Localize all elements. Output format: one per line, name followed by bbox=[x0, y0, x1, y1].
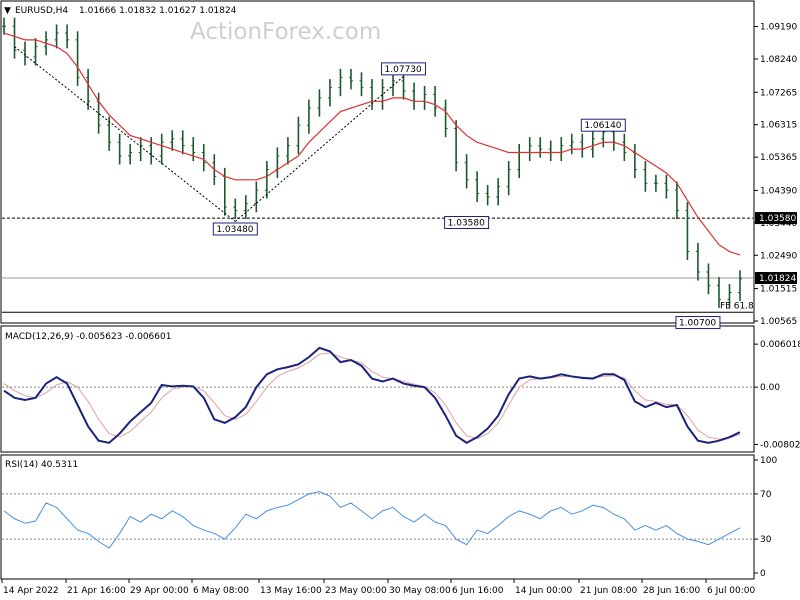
price-annotation-box bbox=[444, 216, 490, 230]
x-tick-label: 14 Jun 00:00 bbox=[515, 586, 572, 596]
macd-ytick-label: 0.00 bbox=[760, 383, 780, 393]
x-tick-label: 6 May 08:00 bbox=[193, 586, 249, 596]
trendline bbox=[14, 46, 236, 222]
main-ytick-label: 1.06315 bbox=[760, 121, 797, 131]
rsi-panel-frame bbox=[0, 454, 755, 580]
level-label-bg bbox=[755, 212, 797, 225]
x-tick-label: 28 Jun 16:00 bbox=[643, 586, 700, 596]
x-axis-group: 14 Apr 2022 21 Apr 16:00 29 Apr 00:00 6 May… bbox=[1, 579, 756, 596]
main-ytick-label: 1.01515 bbox=[760, 285, 797, 295]
macd-ytick-label: -0.00802 bbox=[760, 440, 800, 450]
rsi-ytick-label: 30 bbox=[760, 535, 772, 545]
level-label: 1.01824 bbox=[759, 274, 796, 284]
rsi-ytick-label: 100 bbox=[760, 456, 777, 466]
symbol-label: EURUSD,H4 bbox=[15, 6, 68, 16]
fe-annotation: FE 61.8 bbox=[720, 301, 754, 311]
symbol-arrow-icon[interactable]: ▼ bbox=[4, 6, 11, 16]
rsi-ytick-label: 0 bbox=[760, 569, 766, 579]
watermark: ActionForex.com bbox=[190, 19, 381, 45]
main-ytick-label: 1.08240 bbox=[760, 55, 797, 65]
price-annotation-label: 1.07730 bbox=[385, 65, 422, 75]
macd-series-group bbox=[2, 346, 753, 445]
x-tick-label: 23 May 00:00 bbox=[325, 586, 387, 596]
price-annotation-box bbox=[580, 118, 626, 132]
rsi-ytick-label: 70 bbox=[760, 490, 772, 500]
macd-ytick-label: 0.006018 bbox=[760, 340, 800, 350]
x-tick-label: 6 Jun 16:00 bbox=[452, 586, 504, 596]
price-annotation-box bbox=[381, 62, 427, 76]
macd-panel-frame bbox=[0, 325, 755, 453]
axes-group: 1.09190 1.08240 1.07265 1.06315 1.05365 1.043… bbox=[754, 23, 800, 579]
x-tick-label: 14 Apr 2022 bbox=[3, 586, 59, 596]
rsi-series-group bbox=[2, 491, 753, 549]
main-ytick-label: 1.00565 bbox=[760, 317, 797, 327]
level-label: 1.03580 bbox=[759, 214, 796, 224]
price-annotation-label: 1.00700 bbox=[679, 319, 716, 329]
level-label-bg bbox=[755, 272, 797, 285]
price-annotation-box bbox=[675, 316, 721, 330]
main-ytick-label: 1.05365 bbox=[760, 153, 797, 163]
main-panel-frame bbox=[0, 0, 755, 324]
macd-title: MACD(12,26,9) -0.005623 -0.006601 bbox=[5, 332, 171, 342]
x-tick-label: 21 Apr 16:00 bbox=[67, 586, 126, 596]
x-tick-label: 30 May 08:00 bbox=[389, 586, 451, 596]
price-annotation-label: 1.06140 bbox=[584, 121, 621, 131]
macd-line bbox=[3, 346, 741, 445]
rsi-title: RSI(14) 40.5311 bbox=[5, 460, 78, 470]
ohlc-label: 1.01666 1.01832 1.01627 1.01824 bbox=[79, 6, 237, 16]
x-tick-label: 13 May 16:00 bbox=[260, 586, 322, 596]
rsi-line bbox=[3, 491, 741, 549]
price-annotation-box bbox=[212, 222, 258, 236]
x-tick-label: 29 Apr 00:00 bbox=[130, 586, 189, 596]
main-ytick-label: 1.04390 bbox=[760, 186, 797, 196]
ema-line bbox=[3, 32, 741, 256]
price-annotation-label: 1.03580 bbox=[448, 219, 485, 229]
main-series-group: 1.03480 1.07730 1.03580 1.06140 1.00700 FE 61… bbox=[2, 17, 754, 330]
trendline bbox=[234, 76, 404, 222]
x-tick-label: 6 Jul 00:00 bbox=[707, 586, 756, 596]
main-ytick-label: 1.07265 bbox=[760, 88, 797, 98]
price-annotation-label: 1.03480 bbox=[216, 225, 253, 235]
main-ytick-label: 1.02490 bbox=[760, 251, 797, 261]
x-tick-label: 21 Jun 08:00 bbox=[580, 586, 637, 596]
main-ytick-label: 1.09190 bbox=[760, 23, 797, 33]
